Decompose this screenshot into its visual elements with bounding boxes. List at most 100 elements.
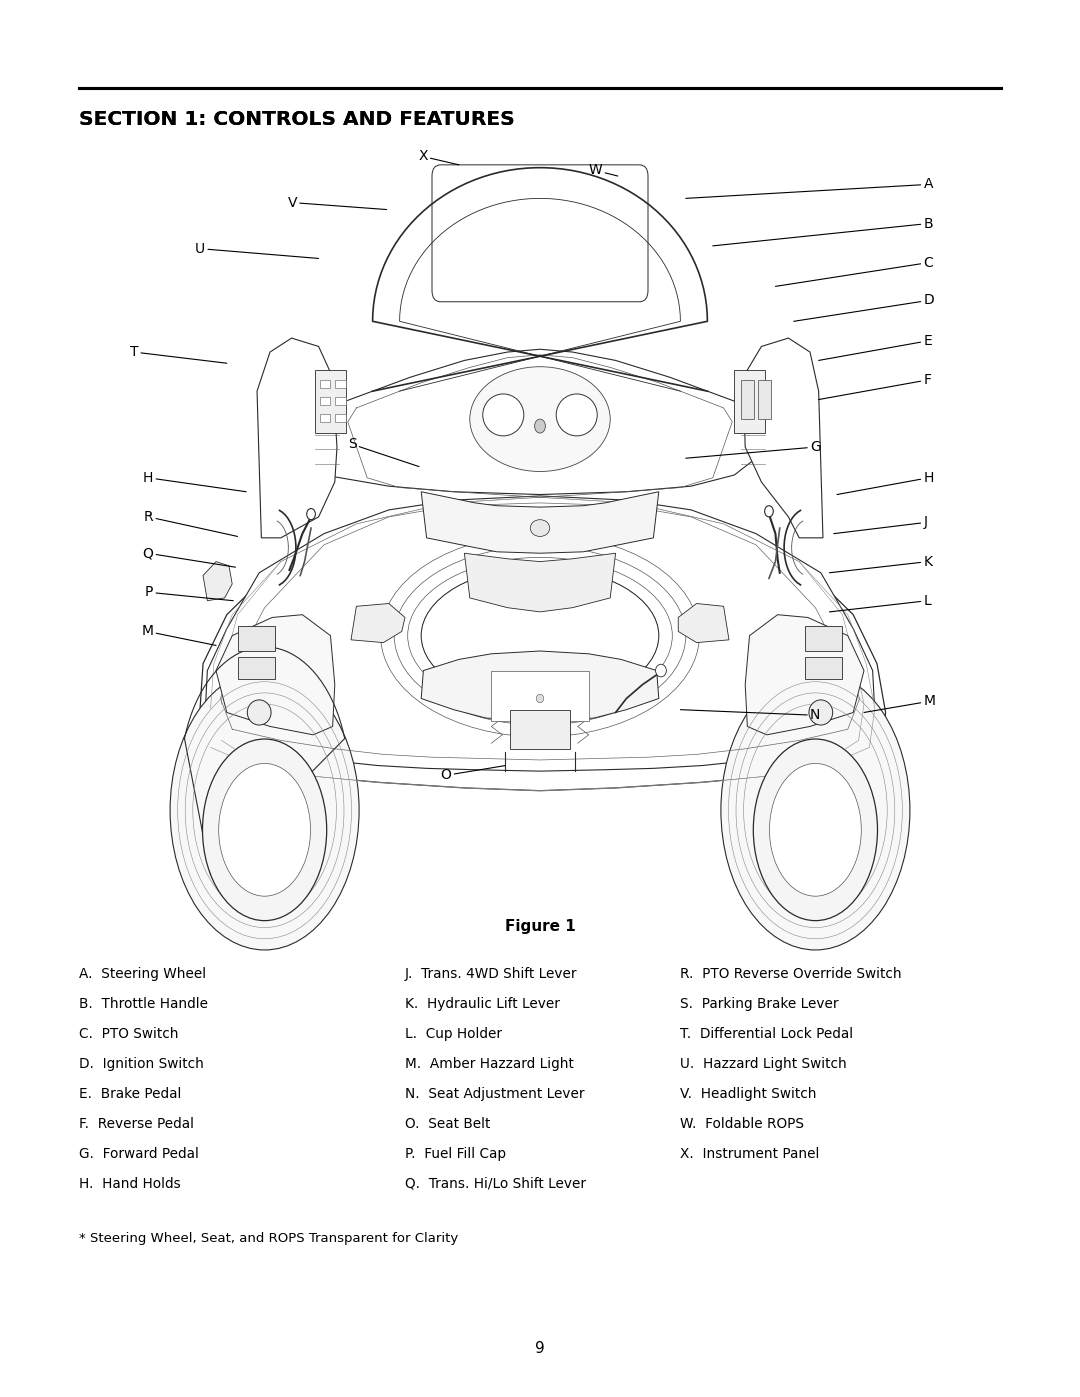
Bar (805, 626, 842, 651)
Text: M: M (864, 694, 935, 712)
Text: O: O (441, 766, 505, 782)
Bar (320, 414, 330, 422)
Bar (315, 370, 346, 433)
Ellipse shape (530, 520, 550, 536)
Ellipse shape (769, 763, 862, 897)
Text: D: D (794, 293, 934, 321)
Text: U.  Hazzard Light Switch: U. Hazzard Light Switch (680, 1058, 847, 1071)
Text: H: H (837, 471, 934, 495)
Polygon shape (421, 492, 659, 553)
Text: S.  Parking Brake Lever: S. Parking Brake Lever (680, 997, 839, 1011)
Text: * Steering Wheel, Seat, and ROPS Transparent for Clarity: * Steering Wheel, Seat, and ROPS Transpa… (79, 1232, 458, 1245)
Text: K.  Hydraulic Lift Lever: K. Hydraulic Lift Lever (405, 997, 559, 1011)
Text: E: E (819, 334, 932, 360)
Bar (510, 710, 570, 749)
Ellipse shape (218, 763, 311, 897)
Text: X.  Instrument Panel: X. Instrument Panel (680, 1147, 820, 1161)
Text: V.  Headlight Switch: V. Headlight Switch (680, 1087, 816, 1101)
Text: B: B (713, 217, 933, 246)
Bar (758, 380, 771, 419)
Text: G.  Forward Pedal: G. Forward Pedal (79, 1147, 199, 1161)
Polygon shape (205, 496, 875, 771)
Polygon shape (351, 604, 405, 643)
Text: T.  Differential Lock Pedal: T. Differential Lock Pedal (680, 1027, 853, 1041)
Text: J.  Trans. 4WD Shift Lever: J. Trans. 4WD Shift Lever (405, 967, 578, 981)
Text: N: N (680, 708, 821, 722)
Ellipse shape (765, 506, 773, 517)
Polygon shape (200, 497, 886, 791)
Ellipse shape (307, 509, 315, 520)
Bar (741, 380, 754, 419)
Polygon shape (203, 562, 232, 601)
Text: E.  Brake Pedal: E. Brake Pedal (79, 1087, 181, 1101)
Text: H.  Hand Holds: H. Hand Holds (79, 1176, 180, 1192)
Text: R: R (144, 510, 238, 536)
Text: L: L (829, 594, 931, 612)
Ellipse shape (537, 694, 543, 703)
Text: O.  Seat Belt: O. Seat Belt (405, 1118, 490, 1132)
Text: SECTION 1: CONTROLS AND FEATURES: SECTION 1: CONTROLS AND FEATURES (79, 110, 514, 130)
Text: A: A (686, 177, 933, 198)
Text: C.  PTO Switch: C. PTO Switch (79, 1027, 178, 1041)
Polygon shape (324, 349, 756, 495)
Text: V: V (287, 196, 387, 210)
Bar (335, 414, 346, 422)
Text: W: W (589, 163, 618, 177)
Text: A.  Steering Wheel: A. Steering Wheel (79, 967, 206, 981)
Polygon shape (678, 604, 729, 643)
Text: N.  Seat Adjustment Lever: N. Seat Adjustment Lever (405, 1087, 584, 1101)
Text: Q: Q (143, 546, 235, 567)
Polygon shape (216, 615, 335, 735)
Ellipse shape (421, 567, 659, 704)
Text: Figure 1: Figure 1 (504, 919, 576, 935)
Text: H: H (143, 471, 246, 492)
Text: G: G (686, 440, 821, 458)
Bar (491, 671, 589, 721)
Text: U: U (195, 242, 319, 258)
Text: W.  Foldable ROPS: W. Foldable ROPS (680, 1118, 805, 1132)
Text: M.  Amber Hazzard Light: M. Amber Hazzard Light (405, 1058, 573, 1071)
Text: 9: 9 (535, 1341, 545, 1356)
Bar (238, 626, 275, 651)
Polygon shape (464, 553, 616, 612)
Ellipse shape (754, 739, 877, 921)
Bar (238, 657, 275, 679)
Text: F: F (819, 373, 931, 400)
Bar (320, 397, 330, 405)
Text: T: T (130, 345, 227, 363)
Text: Q.  Trans. Hi/Lo Shift Lever: Q. Trans. Hi/Lo Shift Lever (405, 1176, 586, 1192)
Bar (805, 657, 842, 679)
Ellipse shape (171, 671, 359, 950)
Ellipse shape (656, 664, 666, 678)
Text: L.  Cup Holder: L. Cup Holder (405, 1027, 502, 1041)
Bar (320, 380, 330, 388)
Text: B.  Throttle Handle: B. Throttle Handle (79, 997, 207, 1011)
FancyBboxPatch shape (432, 165, 648, 302)
Polygon shape (743, 338, 823, 538)
Ellipse shape (247, 700, 271, 725)
Text: S: S (348, 437, 419, 467)
Bar (335, 397, 346, 405)
Ellipse shape (721, 671, 910, 950)
Ellipse shape (470, 367, 610, 472)
Ellipse shape (483, 394, 524, 436)
Text: M: M (141, 624, 216, 645)
Text: C: C (775, 256, 933, 286)
Text: D.  Ignition Switch: D. Ignition Switch (79, 1058, 204, 1071)
Text: K: K (829, 555, 932, 573)
Text: X: X (418, 149, 459, 165)
Text: J: J (834, 515, 928, 534)
Polygon shape (745, 615, 864, 735)
Text: SECTION 1: CONTROLS AND FEATURES: SECTION 1: CONTROLS AND FEATURES (79, 110, 514, 130)
Ellipse shape (535, 419, 545, 433)
Polygon shape (421, 651, 659, 721)
Text: P: P (145, 585, 233, 601)
Ellipse shape (809, 700, 833, 725)
Text: P.  Fuel Fill Cap: P. Fuel Fill Cap (405, 1147, 507, 1161)
Text: R.  PTO Reverse Override Switch: R. PTO Reverse Override Switch (680, 967, 902, 981)
Bar (734, 370, 765, 433)
Ellipse shape (202, 739, 327, 921)
Ellipse shape (556, 394, 597, 436)
Text: F.  Reverse Pedal: F. Reverse Pedal (79, 1118, 193, 1132)
Polygon shape (257, 338, 337, 538)
